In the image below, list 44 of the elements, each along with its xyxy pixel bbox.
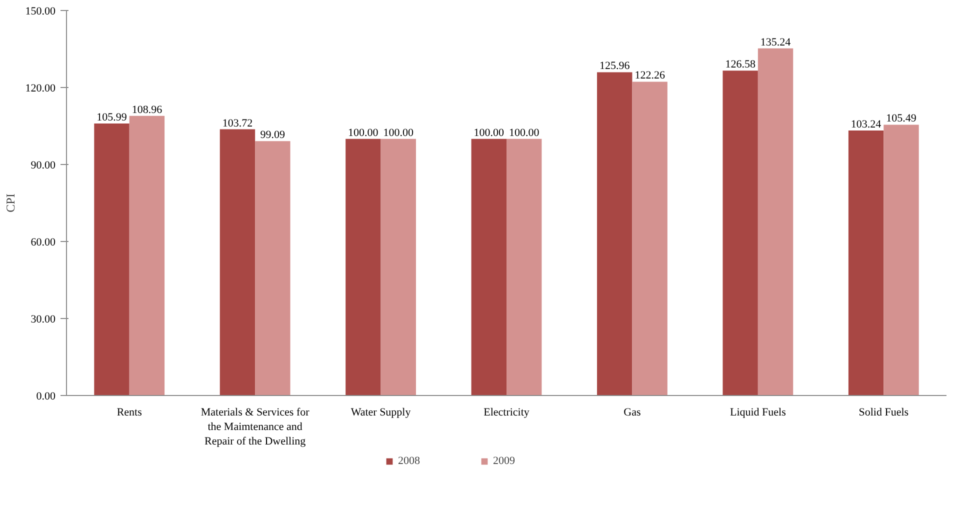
bar: [597, 72, 632, 396]
data-label: 105.49: [886, 112, 917, 125]
x-tick-label: Electricity: [484, 406, 530, 418]
bar: [94, 123, 130, 396]
y-tick-label: 60.00: [30, 236, 56, 248]
y-tick-label: 150.00: [25, 6, 56, 18]
bar: [471, 138, 506, 396]
x-tick-label: Liquid Fuels: [730, 406, 786, 418]
data-label: 103.24: [850, 118, 882, 131]
y-tick-label: 120.00: [25, 82, 56, 94]
bar: [884, 124, 919, 396]
bar: [506, 138, 542, 396]
x-tick-label: Rents: [116, 406, 142, 418]
data-label: 135.24: [760, 36, 792, 48]
data-label: 100.00: [383, 126, 414, 139]
data-label: 103.72: [222, 117, 253, 130]
bar: [848, 130, 884, 396]
x-tick-label: Water Supply: [350, 406, 412, 418]
data-label: 100.00: [348, 126, 379, 139]
data-label: 125.96: [599, 60, 630, 72]
legend-label: 2009: [492, 455, 515, 467]
data-label: 122.26: [634, 70, 666, 82]
data-label: 100.00: [508, 126, 540, 139]
bar: [632, 82, 668, 396]
y-tick-label: 0.00: [36, 390, 56, 402]
bar: [722, 70, 758, 396]
x-tick-label: Materials & Services for the Maimtenance and Repair of the Dwelling: [200, 406, 310, 448]
data-label: 105.99: [96, 111, 128, 124]
y-tick-label: 90.00: [30, 160, 56, 172]
y-axis-title: CPI: [3, 194, 18, 212]
x-tick-label: Gas: [624, 406, 641, 418]
data-label: 108.96: [132, 104, 163, 116]
bar: [346, 138, 381, 396]
data-label: 100.00: [474, 126, 505, 139]
data-label: 99.09: [260, 129, 286, 142]
y-tick-label: 30.00: [30, 314, 56, 326]
bar: [129, 116, 165, 396]
legend-label: 2008: [398, 455, 420, 467]
bar: [220, 129, 256, 396]
bar: [758, 48, 794, 396]
x-tick-label: Solid Fuels: [858, 406, 909, 418]
bar: [255, 141, 290, 396]
data-label: 126.58: [725, 58, 756, 71]
bar: [380, 138, 416, 396]
